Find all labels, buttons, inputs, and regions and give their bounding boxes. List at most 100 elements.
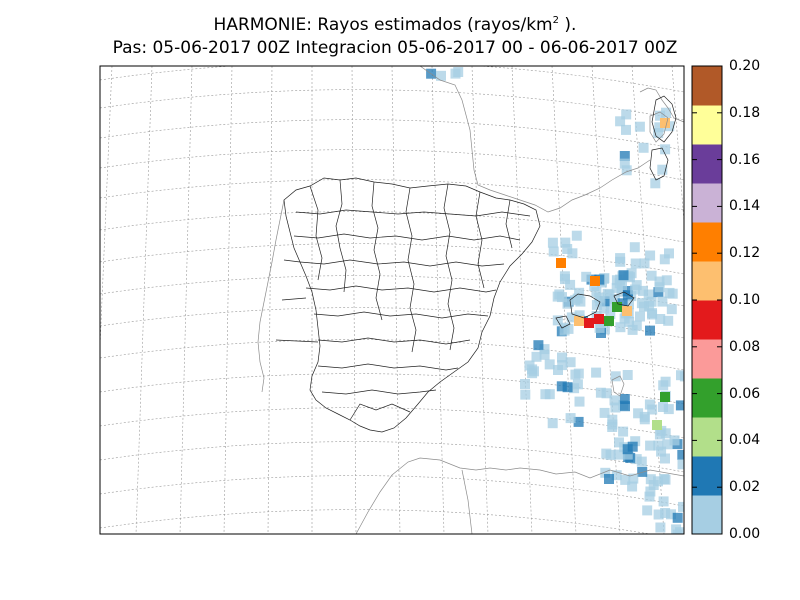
lightning-cell [631, 454, 642, 465]
lightning-cell [657, 296, 668, 307]
lightning-cell [605, 309, 616, 320]
lightning-cell [557, 360, 568, 371]
colorbar-band [692, 222, 722, 262]
lightning-cell [658, 496, 669, 507]
colorbar-band [692, 144, 722, 184]
colorbar-tick-label: 0.04 [729, 432, 761, 449]
lightning-cell-high [584, 318, 594, 328]
lightning-cell [629, 242, 640, 253]
lightning-cell [547, 418, 558, 429]
lightning-cell-high [594, 314, 604, 324]
figure-title-line-1: HARMONIE: Rayos estimados (rayos/km2 ). [213, 15, 577, 35]
lightning-cell [647, 309, 658, 320]
lightning-cell [644, 399, 655, 410]
lightning-cell [611, 282, 622, 293]
lightning-cell-high [590, 276, 600, 286]
lightning-cell [604, 474, 614, 484]
lightning-cell [611, 275, 622, 286]
colorbar-band [692, 66, 722, 106]
lightning-cell [658, 402, 668, 412]
lightning-cell [637, 466, 648, 477]
lightning-cell [605, 449, 616, 460]
lightning-cell [574, 396, 585, 407]
lightning-cell [653, 509, 664, 520]
lightning-cell [638, 142, 649, 153]
lightning-cell-high [660, 392, 670, 402]
lightning-cell [626, 268, 637, 279]
lightning-cell [557, 292, 567, 303]
lightning-cell [529, 366, 539, 377]
lightning-cell [599, 303, 610, 314]
lightning-cell [617, 298, 628, 309]
map-area [100, 66, 684, 534]
lightning-cell [654, 429, 665, 440]
lightning-cell-high [622, 306, 632, 316]
lightning-cell [622, 444, 633, 455]
lightning-cell [520, 389, 531, 400]
lightning-cell [653, 440, 664, 451]
lightning-cell [654, 122, 665, 133]
lightning-cell [645, 440, 656, 451]
lightning-cell [645, 250, 656, 261]
lightning-cell [615, 322, 626, 333]
lightning-cell [661, 107, 671, 118]
lightning-cell-high [660, 118, 670, 128]
colorbar-band [692, 300, 722, 340]
lightning-cell [644, 300, 655, 311]
lightning-cell [591, 367, 602, 378]
lightning-cell [619, 151, 630, 161]
lightning-cell [605, 299, 616, 310]
colorbar-band [692, 378, 722, 418]
colorbar-band [692, 495, 722, 535]
lightning-cell [653, 476, 663, 487]
colorbar-tick-label: 0.20 [729, 58, 761, 74]
lightning-cell [662, 439, 673, 450]
lightning-cell [620, 401, 630, 412]
graticule [100, 66, 684, 534]
lightning-cell [644, 491, 655, 502]
lightning-cell [676, 370, 684, 381]
lightning-cell [657, 164, 668, 175]
colorbar-tick-label: 0.14 [729, 198, 761, 215]
lightning-cell [653, 128, 664, 139]
lightning-cell [565, 279, 576, 290]
lightning-cell [602, 288, 613, 299]
lightning-cell [656, 446, 667, 457]
lightning-cell [531, 351, 542, 362]
lightning-cell [453, 67, 464, 77]
lightning-cell [572, 379, 583, 390]
lightning-cell [622, 449, 633, 460]
lightning-cell [524, 360, 535, 371]
lightning-cell [573, 416, 584, 427]
lightning-cell [601, 388, 612, 399]
lightning-cell [634, 121, 645, 132]
lightning-cell [615, 256, 626, 267]
lightning-cell [540, 389, 551, 400]
lightning-cell [677, 449, 684, 460]
colorbar-tick-label: 0.18 [729, 104, 761, 121]
lightning-cell [643, 289, 654, 300]
lightning-cell [655, 522, 666, 533]
lightning-cell-high [604, 316, 614, 326]
colorbar-tick-label: 0.10 [729, 292, 761, 308]
lightning-cell [619, 158, 630, 169]
lightning-cell [636, 456, 647, 467]
lightning-cell [667, 288, 678, 299]
lightning-cell [660, 144, 671, 155]
lightning-cell [666, 304, 677, 315]
lightning-cell [573, 368, 584, 379]
lightning-cell [591, 299, 602, 310]
lightning-cell [619, 394, 630, 404]
lightning-cell [618, 270, 629, 281]
lightning-cell [594, 322, 605, 333]
lightning-cell [618, 426, 629, 437]
lightning-cell [672, 512, 683, 523]
lightning-cell [617, 280, 627, 291]
lightning-cell [567, 248, 578, 259]
lightning-cell [615, 116, 626, 127]
lightning-cell [572, 293, 583, 304]
lightning-cell [638, 285, 648, 296]
lightning-cell [678, 501, 684, 512]
lightning-cell [591, 287, 602, 298]
